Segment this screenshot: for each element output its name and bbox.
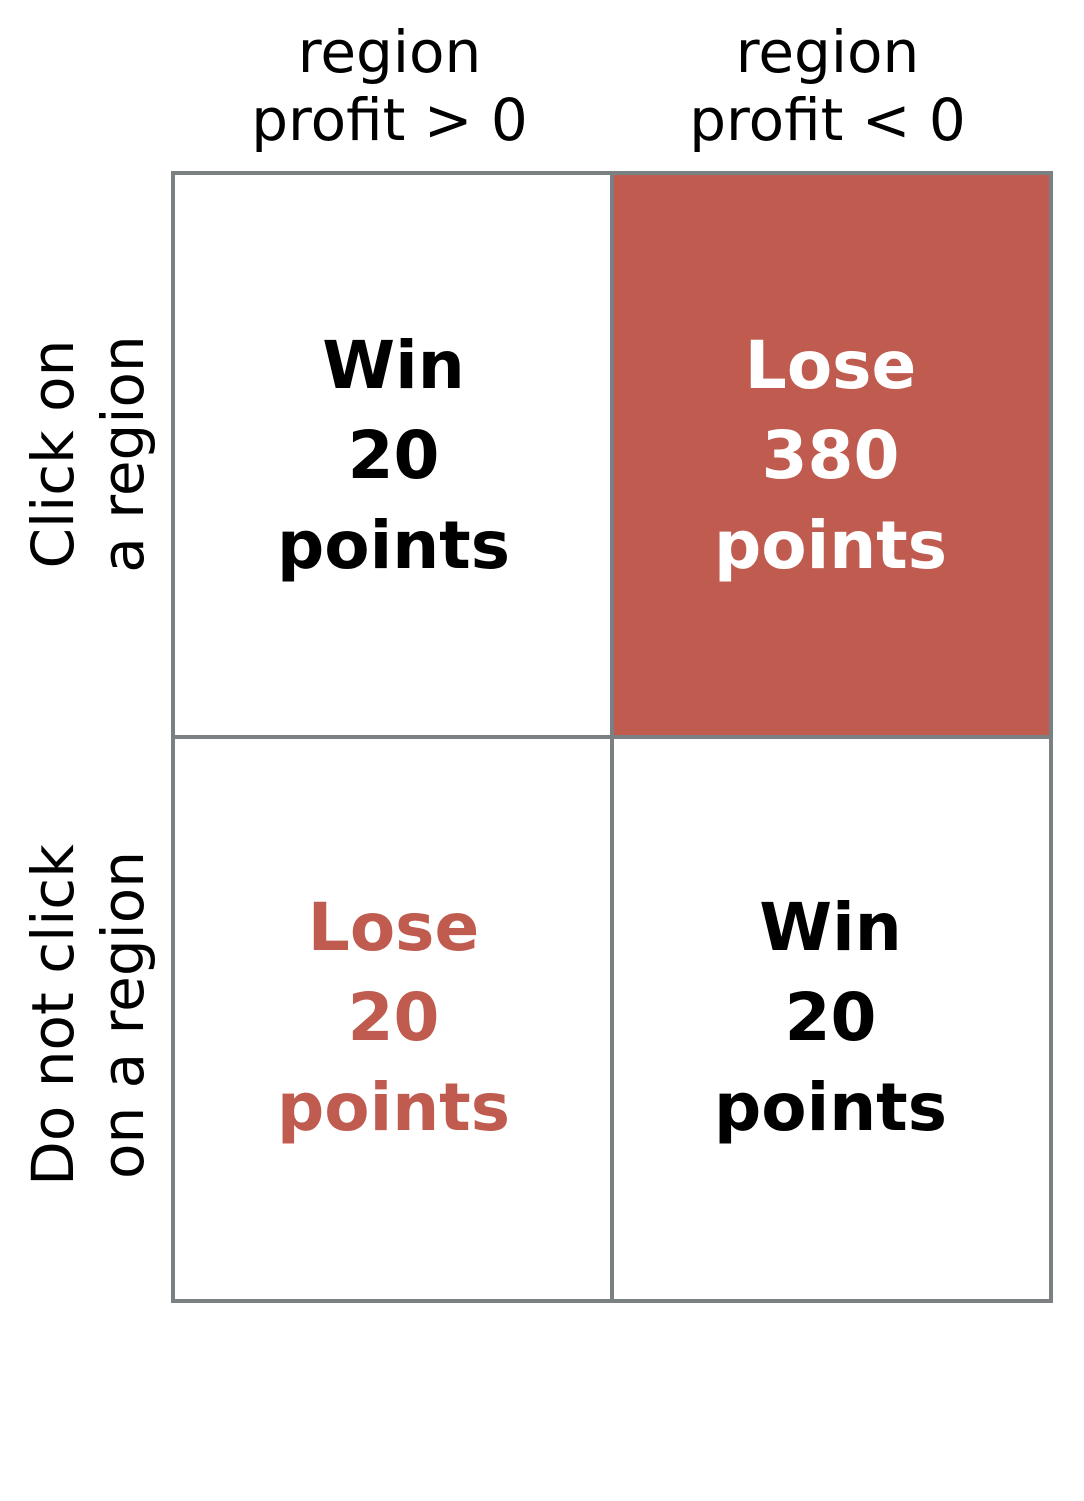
cell-no-click-profit-positive: Lose 20 points bbox=[175, 737, 612, 1299]
row-header-line: Click on bbox=[19, 339, 87, 569]
cell-unit: points bbox=[276, 1069, 511, 1146]
cell-amount: 20 bbox=[784, 979, 877, 1056]
cell-unit: points bbox=[276, 507, 511, 584]
row-header-no-click: Do not click on a region bbox=[18, 734, 158, 1296]
cell-unit: points bbox=[713, 1069, 948, 1146]
cell-outcome: Lose bbox=[744, 327, 917, 404]
column-header-profit-positive: region profit > 0 bbox=[171, 18, 608, 154]
column-header-line: region bbox=[297, 18, 482, 86]
column-header-line: profit > 0 bbox=[251, 86, 528, 154]
column-header-line: profit < 0 bbox=[689, 86, 966, 154]
cell-outcome: Lose bbox=[307, 889, 480, 966]
cell-amount: 20 bbox=[347, 979, 440, 1056]
row-header-line: a region bbox=[89, 335, 157, 573]
cell-amount: 380 bbox=[761, 417, 900, 494]
row-header-line: on a region bbox=[89, 850, 157, 1180]
cell-unit: points bbox=[713, 507, 948, 584]
cell-click-profit-positive: Win 20 points bbox=[175, 175, 612, 737]
row-header-click: Click on a region bbox=[18, 173, 158, 735]
cell-no-click-profit-negative: Win 20 points bbox=[612, 737, 1049, 1299]
grid-divider-horizontal bbox=[175, 735, 1049, 739]
row-header-line: Do not click bbox=[19, 844, 87, 1186]
payoff-matrix: Win 20 points Lose 380 points Lose 20 po… bbox=[171, 171, 1053, 1303]
cell-outcome: Win bbox=[322, 327, 465, 404]
cell-click-profit-negative: Lose 380 points bbox=[612, 175, 1049, 737]
column-header-line: region bbox=[735, 18, 920, 86]
cell-outcome: Win bbox=[759, 889, 902, 966]
cell-amount: 20 bbox=[347, 417, 440, 494]
column-header-profit-negative: region profit < 0 bbox=[609, 18, 1046, 154]
